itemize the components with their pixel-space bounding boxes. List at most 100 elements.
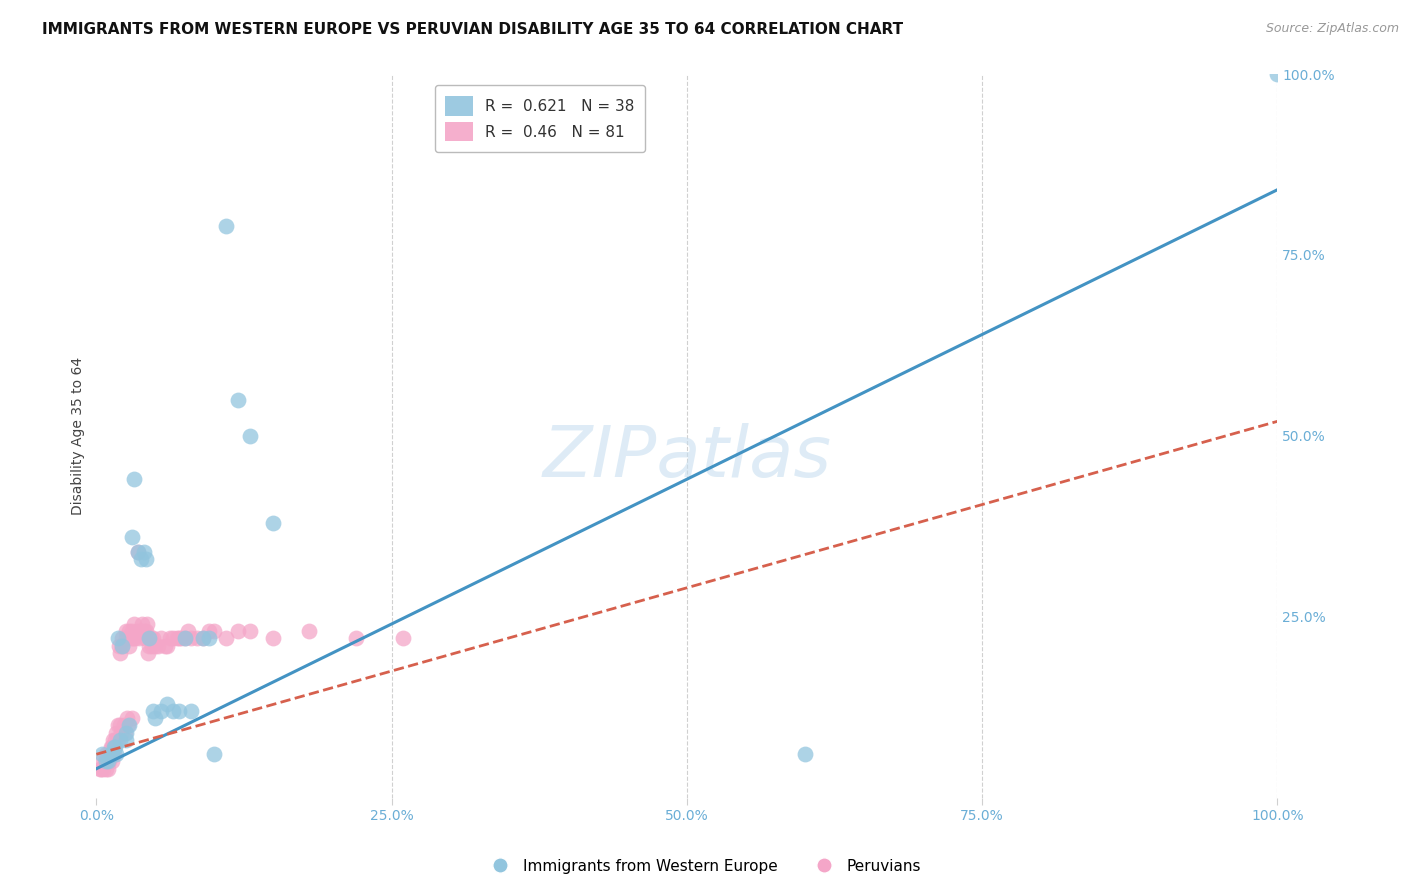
Point [105, 747, 128, 762]
Point [215, 632, 238, 646]
Point [93, 762, 115, 776]
Point [107, 732, 129, 747]
Point [100, 747, 122, 762]
Point [170, 632, 193, 646]
Point [97, 747, 120, 762]
Point [162, 704, 184, 718]
Text: ZIPatlas: ZIPatlas [543, 423, 831, 492]
Point [177, 624, 200, 639]
Point [96, 755, 118, 769]
Point [132, 544, 155, 558]
Point [118, 718, 141, 732]
Point [239, 429, 262, 443]
Point [191, 632, 214, 646]
Point [104, 732, 127, 747]
Point [108, 732, 131, 747]
Point [145, 639, 167, 653]
Point [120, 632, 142, 646]
Point [104, 739, 127, 754]
Point [125, 624, 148, 639]
Point [298, 624, 321, 639]
Point [122, 632, 145, 646]
Point [204, 624, 226, 639]
Point [135, 552, 157, 566]
Point [97, 755, 120, 769]
Point [142, 704, 165, 718]
Point [128, 632, 150, 646]
Point [93, 755, 115, 769]
Point [118, 624, 141, 639]
Point [108, 718, 131, 732]
Point [156, 639, 179, 653]
Point [153, 639, 176, 653]
Point [121, 711, 143, 725]
Text: Source: ZipAtlas.com: Source: ZipAtlas.com [1265, 22, 1399, 36]
Point [121, 530, 143, 544]
Point [103, 739, 125, 754]
Point [156, 697, 179, 711]
Point [127, 544, 149, 558]
Point [141, 639, 163, 653]
Point [100, 747, 122, 762]
Point [191, 632, 214, 646]
Point [142, 632, 165, 646]
Point [132, 624, 155, 639]
Legend: R =  0.621   N = 38, R =  0.46   N = 81: R = 0.621 N = 38, R = 0.46 N = 81 [434, 86, 645, 152]
Point [131, 617, 153, 632]
Point [174, 632, 197, 646]
Point [793, 747, 815, 762]
Point [111, 639, 134, 653]
Point [110, 725, 132, 739]
Point [98, 755, 121, 769]
Point [121, 624, 143, 639]
Point [186, 632, 208, 646]
Point [103, 739, 125, 754]
Point [150, 632, 173, 646]
Point [159, 632, 181, 646]
Point [114, 725, 136, 739]
Point [124, 632, 146, 646]
Point [100, 739, 122, 754]
Point [90, 762, 112, 776]
Point [91, 747, 114, 762]
Point [180, 704, 202, 718]
Text: IMMIGRANTS FROM WESTERN EUROPE VS PERUVIAN DISABILITY AGE 35 TO 64 CORRELATION C: IMMIGRANTS FROM WESTERN EUROPE VS PERUVI… [42, 22, 903, 37]
Point [94, 755, 117, 769]
Point [97, 762, 120, 776]
Legend: Immigrants from Western Europe, Peruvians: Immigrants from Western Europe, Peruvian… [479, 853, 927, 880]
Point [167, 704, 190, 718]
Point [117, 718, 139, 732]
Point [122, 472, 145, 486]
Point [100, 739, 122, 754]
Point [239, 624, 262, 639]
Y-axis label: Disability Age 35 to 64: Disability Age 35 to 64 [72, 357, 86, 515]
Point [89, 762, 111, 776]
Point [105, 725, 128, 739]
Point [94, 747, 117, 762]
Point [226, 624, 249, 639]
Point [115, 624, 138, 639]
Point [107, 639, 129, 653]
Point [136, 646, 159, 660]
Point [115, 711, 138, 725]
Point [91, 755, 114, 769]
Point [111, 639, 134, 653]
Point [101, 732, 124, 747]
Point [129, 624, 152, 639]
Point [118, 639, 141, 653]
Point [138, 639, 160, 653]
Point [135, 624, 157, 639]
Point [263, 516, 285, 530]
Point [166, 632, 188, 646]
Point [145, 711, 167, 725]
Point [1265, 67, 1288, 81]
Point [180, 632, 202, 646]
Point [162, 632, 184, 646]
Point [204, 747, 226, 762]
Point [115, 632, 138, 646]
Point [136, 617, 159, 632]
Point [174, 632, 197, 646]
Point [122, 617, 145, 632]
Point [344, 632, 367, 646]
Point [392, 632, 415, 646]
